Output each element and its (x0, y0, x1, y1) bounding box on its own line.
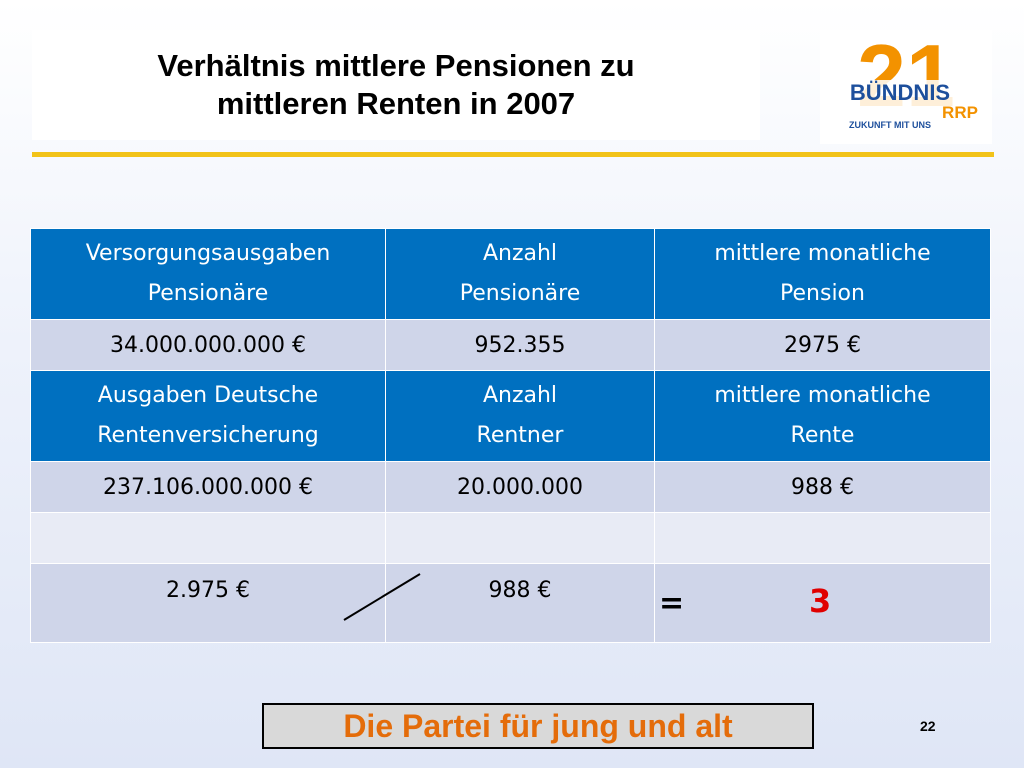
table-header-cell: mittlere monatliche Rente (654, 370, 991, 462)
division-slash (343, 573, 421, 621)
slogan-box: Die Partei für jung und alt (262, 703, 814, 749)
ratio-result: 3 (809, 582, 832, 620)
page-number: 22 (920, 718, 936, 734)
table-header-cell: Ausgaben Deutsche Rentenversicherung (30, 370, 386, 462)
table-row-ratio: 2.975 € 988 € = 3 (30, 563, 991, 643)
equals-sign: = (659, 586, 685, 621)
title-line-2: mittleren Renten in 2007 (216, 86, 576, 121)
logo-name: BÜNDNIS (850, 80, 950, 105)
table-cell: 952.355 (385, 319, 655, 371)
table-cell (654, 512, 991, 564)
table-cell: 988 € (654, 461, 991, 513)
logo-tagline: ZUKUNFT MIT UNS (849, 120, 931, 130)
slogan-text: Die Partei für jung und alt (343, 707, 733, 744)
title-line-1: Verhältnis mittlere Pensionen zu (157, 48, 635, 83)
ratio-numerator: 2.975 € (30, 563, 386, 643)
slide-title: Verhältnis mittlere Pensionen zu mittler… (32, 30, 760, 140)
title-divider (32, 152, 994, 157)
logo-region: RRP (942, 103, 978, 122)
table-cell (385, 512, 655, 564)
table-header-cell: Anzahl Rentner (385, 370, 655, 462)
logo-graphic: 21 BÜNDNIS RRP ZUKUNFT MIT UNS (840, 26, 978, 130)
ratio-denominator: 988 € (385, 563, 655, 643)
table-cell: 237.106.000.000 € (30, 461, 386, 513)
table-header-cell: mittlere monatliche Pension (654, 228, 991, 320)
pension-comparison-table: Versorgungsausgaben Pensionäre Anzahl Pe… (30, 228, 991, 643)
table-cell: 2975 € (654, 319, 991, 371)
table-header-cell: Anzahl Pensionäre (385, 228, 655, 320)
table-row-pensions-insurance: 237.106.000.000 € 20.000.000 988 € (30, 461, 991, 513)
table-cell (30, 512, 386, 564)
table-row-empty (30, 512, 991, 564)
table-header-row-pensions-insurance: Ausgaben Deutsche Rentenversicherung Anz… (30, 370, 991, 462)
table-row-pensions: 34.000.000.000 € 952.355 2975 € (30, 319, 991, 371)
logo-number: 21 (857, 30, 955, 125)
table-header-cell: Versorgungsausgaben Pensionäre (30, 228, 386, 320)
ratio-result-cell: = 3 (654, 563, 991, 643)
table-header-row-pensions: Versorgungsausgaben Pensionäre Anzahl Pe… (30, 228, 991, 320)
table-cell: 20.000.000 (385, 461, 655, 513)
buendnis-21-logo: 21 BÜNDNIS RRP ZUKUNFT MIT UNS (820, 26, 992, 144)
table-cell: 34.000.000.000 € (30, 319, 386, 371)
